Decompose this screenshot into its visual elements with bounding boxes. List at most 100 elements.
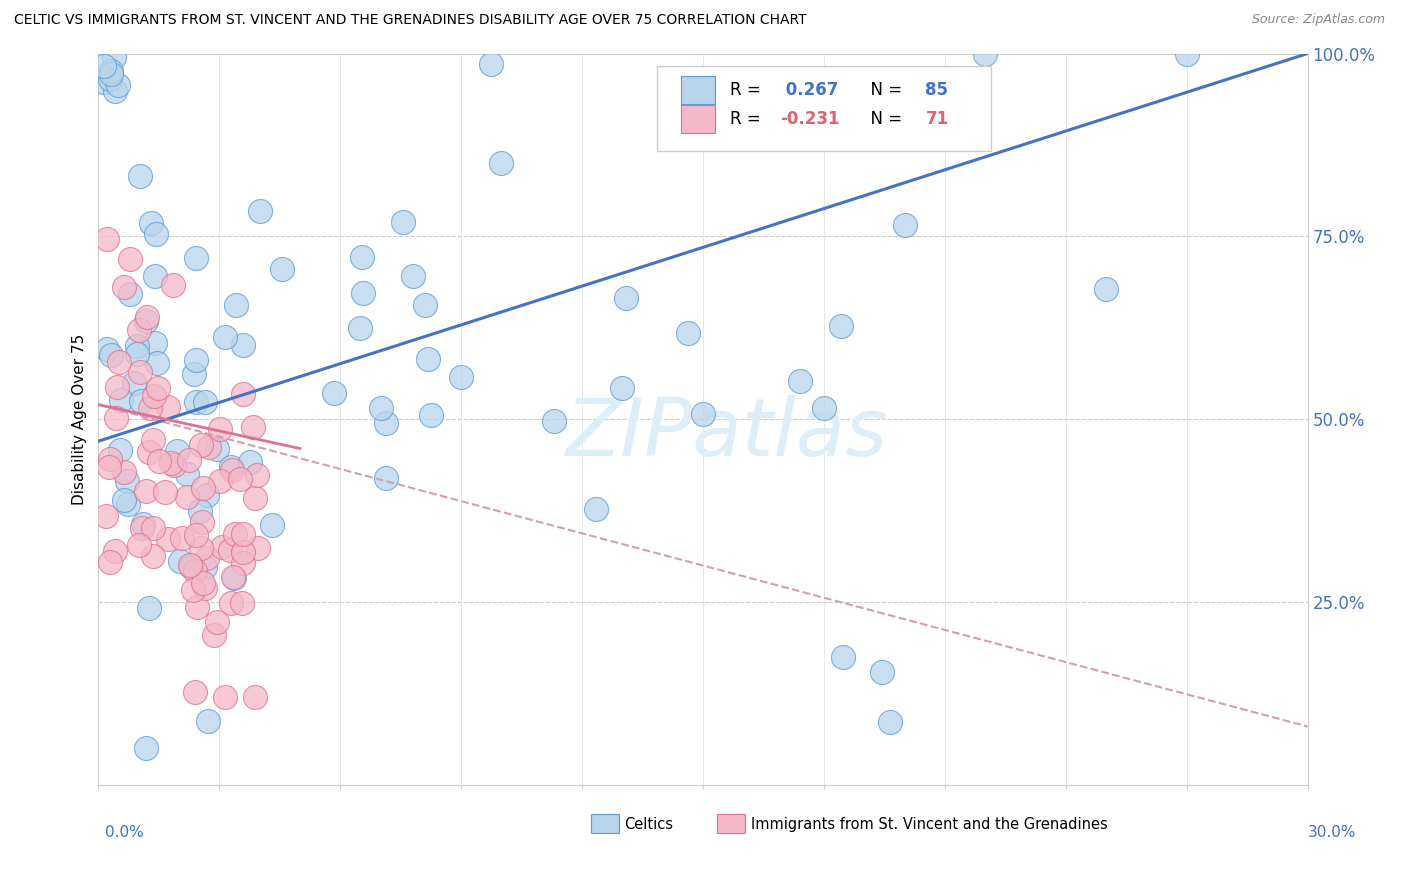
Point [246, 541, 269, 555]
Point [202, 628, 225, 642]
Point [402, 269, 425, 284]
Point [172, 532, 194, 546]
Text: Immigrants from St. Vincent and the Grenadines: Immigrants from St. Vincent and the Gren… [751, 817, 1108, 831]
Point [214, 690, 236, 705]
Point [97, 459, 120, 474]
Point [112, 465, 135, 479]
Point [139, 216, 162, 230]
Point [132, 517, 155, 532]
Point [115, 475, 138, 489]
Point [232, 545, 254, 559]
Point [231, 557, 253, 571]
Text: ZIPatlas: ZIPatlas [567, 395, 889, 473]
Point [146, 381, 169, 395]
Point [1095, 282, 1118, 296]
Point [157, 533, 180, 547]
Point [122, 376, 145, 391]
Point [98, 555, 121, 569]
Point [100, 64, 122, 78]
Point [209, 422, 232, 436]
Point [813, 401, 835, 415]
Point [186, 352, 208, 367]
Point [98, 451, 121, 466]
Point [1175, 46, 1198, 61]
Point [224, 526, 246, 541]
Point [180, 559, 202, 574]
Point [194, 395, 217, 409]
Point [104, 84, 127, 98]
Point [112, 492, 135, 507]
Point [135, 484, 157, 499]
Text: N =: N = [860, 81, 907, 99]
FancyBboxPatch shape [682, 105, 716, 133]
Point [191, 481, 214, 495]
Point [193, 560, 215, 574]
Point [681, 113, 703, 128]
Text: 71: 71 [925, 111, 949, 128]
Point [245, 491, 267, 505]
Y-axis label: Disability Age Over 75: Disability Age Over 75 [72, 334, 87, 505]
Point [350, 250, 373, 264]
Point [190, 504, 212, 518]
Point [479, 57, 502, 71]
Point [614, 291, 637, 305]
Point [190, 541, 212, 556]
Point [676, 326, 699, 340]
Point [198, 440, 221, 454]
Point [128, 169, 150, 183]
Point [879, 714, 901, 729]
Point [225, 298, 247, 312]
Point [249, 203, 271, 218]
Point [127, 347, 149, 361]
Point [138, 600, 160, 615]
Point [239, 455, 262, 469]
Point [375, 471, 398, 485]
Point [184, 564, 207, 578]
Point [125, 339, 148, 353]
Point [128, 538, 150, 552]
Point [232, 527, 254, 541]
Point [186, 600, 208, 615]
Point [166, 443, 188, 458]
Point [193, 575, 215, 590]
Point [145, 227, 167, 241]
Point [420, 409, 443, 423]
Point [94, 509, 117, 524]
Point [146, 356, 169, 370]
Point [135, 314, 157, 328]
Point [135, 741, 157, 756]
Point [205, 442, 228, 457]
Point [974, 46, 997, 61]
Point [176, 467, 198, 481]
Point [832, 650, 855, 665]
Point [195, 488, 218, 502]
Point [194, 581, 217, 595]
Point [893, 218, 915, 232]
Point [105, 380, 128, 394]
Text: Celtics: Celtics [624, 817, 673, 831]
Point [221, 463, 243, 477]
Point [184, 251, 207, 265]
Point [392, 215, 415, 229]
Text: Source: ZipAtlas.com: Source: ZipAtlas.com [1251, 13, 1385, 27]
FancyBboxPatch shape [682, 76, 716, 104]
Point [243, 690, 266, 705]
Point [141, 521, 163, 535]
FancyBboxPatch shape [657, 66, 991, 151]
Point [232, 338, 254, 352]
Point [416, 352, 439, 367]
Point [128, 365, 150, 379]
Point [375, 417, 398, 431]
Point [221, 459, 243, 474]
Point [191, 515, 214, 529]
Point [93, 75, 115, 89]
Point [148, 454, 170, 468]
Point [214, 330, 236, 344]
Point [450, 370, 472, 384]
Point [543, 414, 565, 428]
Point [231, 596, 253, 610]
Point [183, 367, 205, 381]
Point [872, 665, 894, 679]
Point [186, 394, 208, 409]
Point [143, 336, 166, 351]
